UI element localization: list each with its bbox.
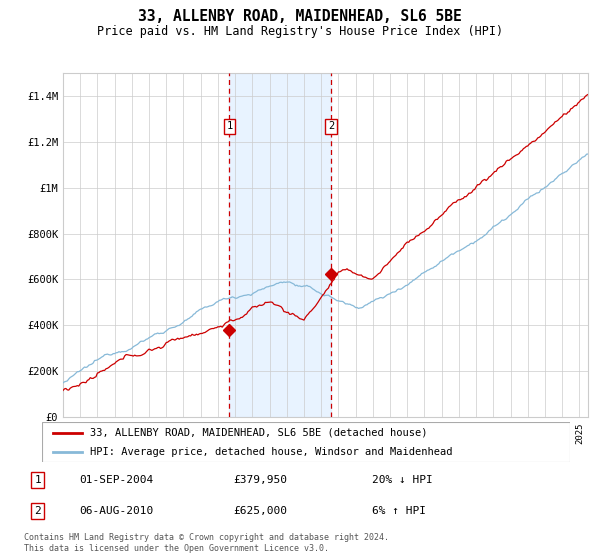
- Bar: [229, 73, 331, 417]
- Text: 2: 2: [328, 121, 334, 131]
- Text: Contains HM Land Registry data © Crown copyright and database right 2024.
This d: Contains HM Land Registry data © Crown c…: [24, 533, 389, 553]
- Text: HPI: Average price, detached house, Windsor and Maidenhead: HPI: Average price, detached house, Wind…: [89, 447, 452, 457]
- Text: 2: 2: [34, 506, 41, 516]
- Text: 01-SEP-2004: 01-SEP-2004: [79, 475, 154, 486]
- Text: 1: 1: [226, 121, 233, 131]
- Text: 06-AUG-2010: 06-AUG-2010: [79, 506, 154, 516]
- Text: 33, ALLENBY ROAD, MAIDENHEAD, SL6 5BE (detached house): 33, ALLENBY ROAD, MAIDENHEAD, SL6 5BE (d…: [89, 428, 427, 438]
- Text: 33, ALLENBY ROAD, MAIDENHEAD, SL6 5BE: 33, ALLENBY ROAD, MAIDENHEAD, SL6 5BE: [138, 9, 462, 24]
- Text: 20% ↓ HPI: 20% ↓ HPI: [372, 475, 433, 486]
- Text: 6% ↑ HPI: 6% ↑ HPI: [372, 506, 426, 516]
- Text: £379,950: £379,950: [234, 475, 288, 486]
- Text: Price paid vs. HM Land Registry's House Price Index (HPI): Price paid vs. HM Land Registry's House …: [97, 25, 503, 38]
- Text: 1: 1: [34, 475, 41, 486]
- Text: £625,000: £625,000: [234, 506, 288, 516]
- FancyBboxPatch shape: [42, 422, 570, 462]
